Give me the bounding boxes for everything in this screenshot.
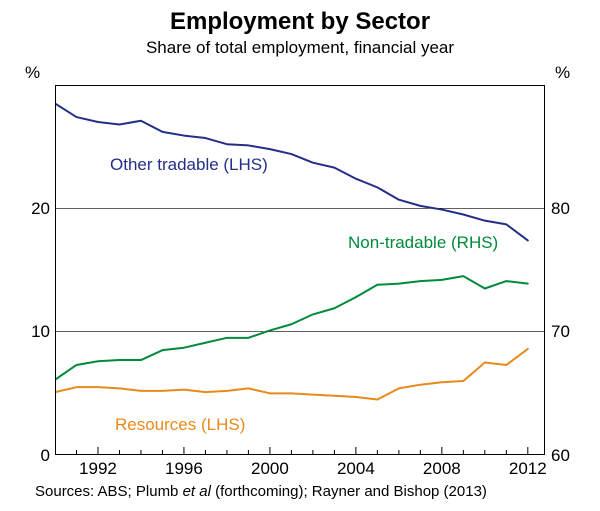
right-tick-label: 60 [551,446,570,466]
right-tick-label: 70 [551,322,570,342]
series-label-other-tradable: Other tradable (LHS) [110,155,268,175]
x-tick-label: 2008 [423,459,461,479]
chart-title: Employment by Sector [0,8,600,36]
sources-text: Sources: ABS; Plumb et al (forthcoming);… [35,483,487,500]
left-tick-label: 0 [10,446,50,466]
x-tick-label: 2012 [509,459,547,479]
x-tick-label: 2000 [251,459,289,479]
plot-svg [55,85,545,455]
right-axis-unit: % [555,63,570,83]
x-tick-label: 2004 [337,459,375,479]
series-label-resources: Resources (LHS) [115,415,245,435]
plot-area [55,85,545,455]
x-tick-label: 1992 [79,459,117,479]
right-tick-label: 80 [551,199,570,219]
chart-figure: Employment by Sector Share of total empl… [0,0,600,511]
chart-subtitle: Share of total employment, financial yea… [0,38,600,58]
left-tick-label: 20 [10,199,50,219]
left-tick-label: 10 [10,322,50,342]
x-tick-label: 1996 [165,459,203,479]
left-axis-unit: % [25,63,40,83]
series-label-non-tradable: Non-tradable (RHS) [348,233,498,253]
